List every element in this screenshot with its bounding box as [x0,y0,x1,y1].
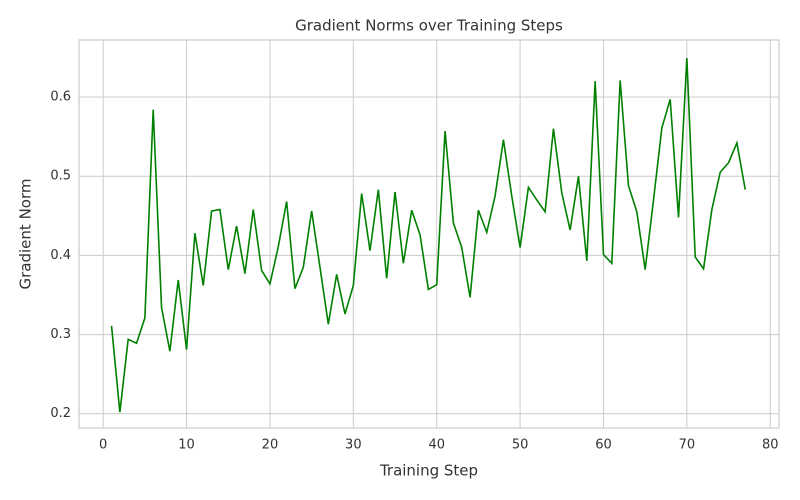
x-tick-label: 10 [178,438,195,453]
y-tick-label: 0.2 [50,406,71,421]
x-tick-label: 0 [99,438,107,453]
y-tick-label: 0.3 [50,327,71,342]
plot-frame [78,39,780,429]
x-tick-label: 60 [595,438,612,453]
x-tick-label: 40 [428,438,445,453]
x-tick-label: 80 [762,438,779,453]
x-axis-label: Training Step [379,462,478,480]
y-tick-label: 0.6 [50,90,71,105]
x-tick-label: 20 [262,438,279,453]
y-tick-label: 0.5 [50,169,71,184]
x-tick-label: 50 [512,438,529,453]
y-tick-label: 0.4 [50,248,71,263]
x-tick-label: 30 [345,438,362,453]
chart-title: Gradient Norms over Training Steps [295,17,563,35]
x-tick-label: 70 [679,438,696,453]
y-axis-label: Gradient Norm [17,179,35,290]
data-line [110,58,747,413]
